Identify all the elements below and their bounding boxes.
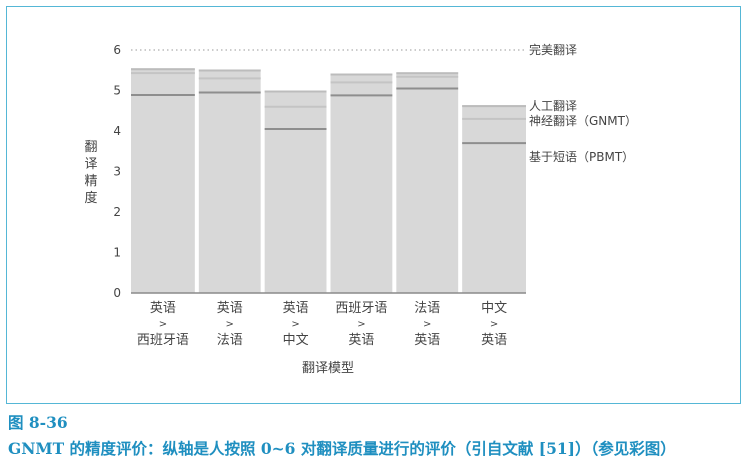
y-tick-label: 3 — [113, 165, 121, 179]
y-tick-label: 0 — [113, 286, 121, 300]
x-tick-label-source: 西班牙语 — [335, 301, 387, 316]
bar — [198, 69, 261, 293]
x-tick-label-target: 英语 — [348, 333, 374, 348]
x-tick-label-source: 英语 — [283, 301, 309, 316]
x-tick-label-target: 中文 — [283, 333, 309, 348]
y-axis-label-char: 翻 — [84, 140, 97, 155]
y-axis-label-char: 精 — [84, 174, 97, 189]
x-tick-label-source: 英语 — [217, 301, 243, 316]
y-tick-label: 1 — [113, 246, 121, 260]
figure-frame: 0 1 2 3 4 5 6 翻译精度完美翻译 英语 > 西班牙语 英语 > 法语 英语 > 中文 西班牙语 > 英语法… — [6, 6, 741, 404]
x-tick-label-arrow: > — [226, 319, 234, 330]
series-label-gnmt: 神经翻译（GNMT） — [529, 114, 637, 128]
x-tick-label-target: 英语 — [481, 333, 507, 348]
y-tick-label: 2 — [113, 205, 121, 219]
x-tick-label-arrow: > — [159, 319, 167, 330]
figure-caption: 图 8-36 GNMT 的精度评价：纵轴是人按照 0~6 对翻译质量进行的评价（… — [8, 410, 743, 462]
y-axis-label-char: 译 — [84, 157, 97, 172]
y-tick-label: 4 — [113, 124, 121, 138]
y-tick-label: 6 — [113, 43, 121, 57]
x-tick-label-arrow: > — [291, 319, 299, 330]
x-tick-label-target: 法语 — [217, 333, 243, 348]
bar — [462, 105, 526, 293]
bar — [330, 73, 393, 294]
x-tick-label-source: 法语 — [414, 301, 440, 316]
accuracy-chart: 0123456翻译精度完美翻译英语>西班牙语英语>法语英语>中文西班牙语>英语法… — [84, 42, 637, 376]
x-tick-label-arrow: > — [490, 319, 498, 330]
bar — [131, 68, 195, 293]
y-tick-label: 5 — [113, 84, 121, 98]
series-label-pbmt: 基于短语（PBMT） — [529, 150, 634, 164]
x-tick-label-target: 英语 — [414, 333, 440, 348]
bar — [264, 90, 327, 293]
x-tick-label-arrow: > — [423, 319, 431, 330]
x-tick-label-source: 中文 — [481, 301, 507, 316]
series-label-human: 人工翻译 — [529, 99, 577, 113]
x-tick-label-target: 西班牙语 — [137, 333, 189, 348]
caption-title: GNMT 的精度评价：纵轴是人按照 0~6 对翻译质量进行的评价（引自文献 [5… — [8, 439, 676, 458]
bar — [396, 72, 459, 294]
x-tick-label-arrow: > — [357, 319, 365, 330]
figure-number: 图 8-36 — [8, 413, 68, 432]
perfect-translation-label: 完美翻译 — [529, 42, 577, 57]
x-tick-label-source: 英语 — [150, 301, 176, 316]
x-axis-label: 翻译模型 — [302, 361, 354, 376]
y-axis-label-char: 度 — [84, 190, 97, 206]
